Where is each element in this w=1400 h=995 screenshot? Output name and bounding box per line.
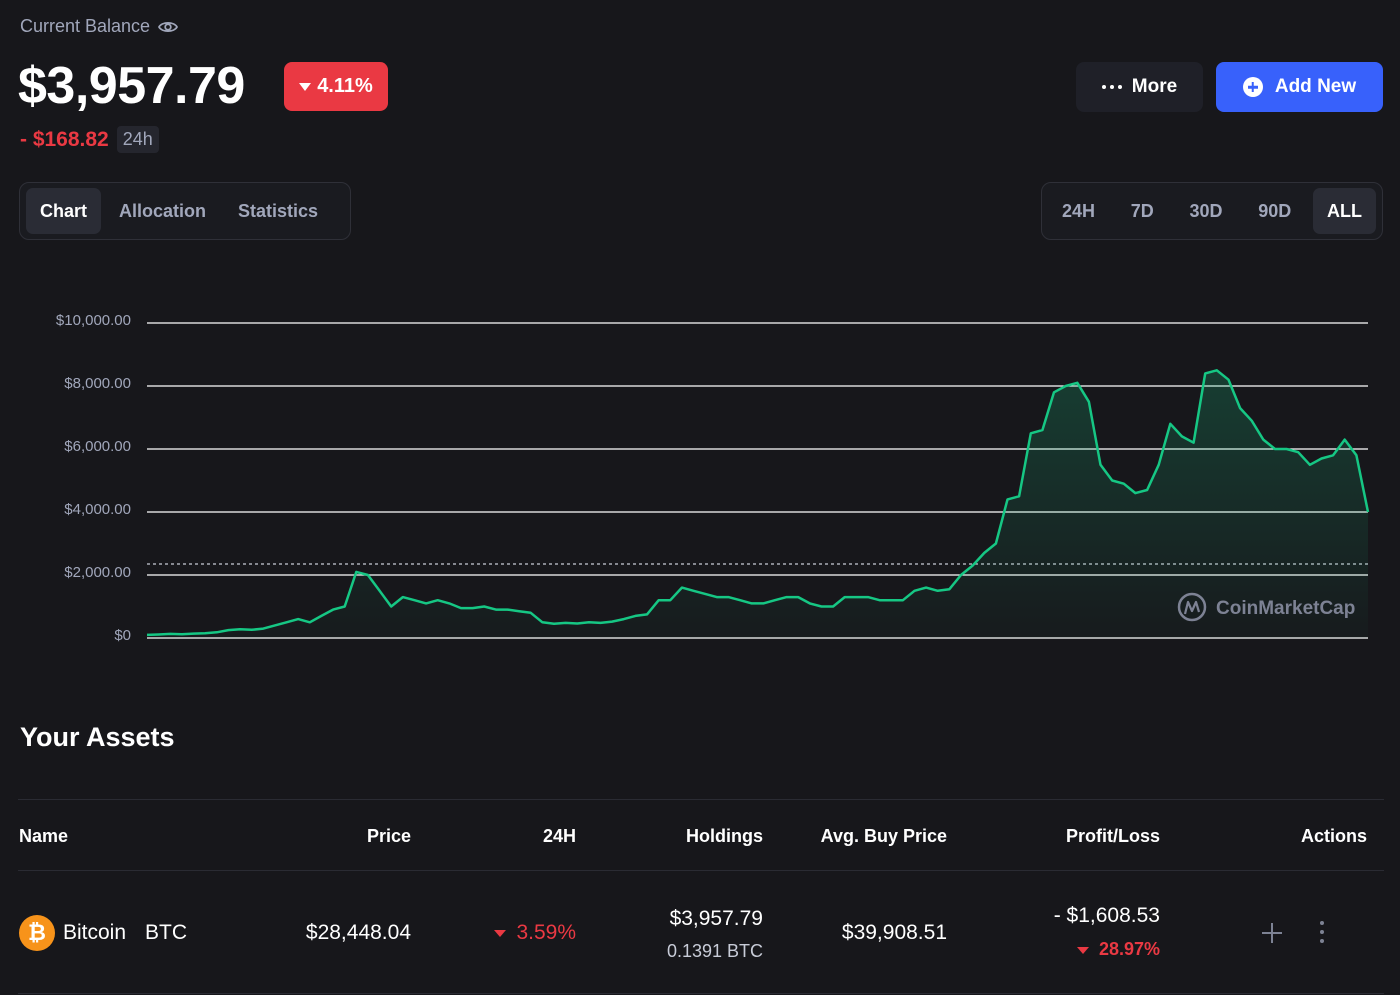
column-header-avg-buy-price[interactable]: Avg. Buy Price xyxy=(820,826,947,846)
coinmarketcap-logo-icon xyxy=(1177,592,1207,622)
caret-down-icon xyxy=(1076,946,1089,954)
profit-loss-value: - $1,608.53 xyxy=(1053,904,1160,927)
range-tab-30d[interactable]: 30D xyxy=(1189,200,1223,221)
range-tab-all[interactable]: ALL xyxy=(1312,188,1376,234)
asset-symbol: BTC xyxy=(145,921,187,944)
change-row: - $168.82 24h xyxy=(20,126,159,153)
tab-chart[interactable]: Chart xyxy=(26,188,102,234)
add-new-button[interactable]: Add New xyxy=(1216,62,1383,112)
change-percent: 4.11% xyxy=(317,75,373,97)
coinmarketcap-logo-mark xyxy=(1183,600,1201,615)
change-period: 24h xyxy=(116,126,159,153)
balance-label-row: Current Balance xyxy=(20,16,179,37)
balance-value: $3,957.79 xyxy=(18,57,245,115)
view-tabs: Chart Allocation Statistics xyxy=(19,182,351,240)
column-header-24h[interactable]: 24H xyxy=(542,826,576,846)
column-header-actions: Actions xyxy=(1300,826,1367,846)
avg-buy-price: $39,908.51 xyxy=(841,921,947,944)
tab-statistics[interactable]: Statistics xyxy=(238,200,319,221)
assets-table: Name Price 24H Holdings Avg. Buy Price P… xyxy=(18,799,1384,994)
plus-circle-icon xyxy=(1242,77,1263,97)
more-button[interactable]: More xyxy=(1076,62,1203,112)
add-new-label: Add New xyxy=(1274,76,1357,97)
balance-chart[interactable]: $10,000.00 $8,000.00 $6,000.00 $4,000.00 $2,… xyxy=(0,290,1400,660)
asset-price: $28,448.04 xyxy=(305,921,411,944)
profit-loss-percent-value: 28.97% xyxy=(1098,939,1160,959)
y-tick-label: $10,000.00 xyxy=(56,312,131,329)
assets-title: Your Assets xyxy=(20,722,175,752)
change-amount: - $168.82 xyxy=(20,127,109,151)
caret-down-icon xyxy=(494,929,507,937)
watermark-text: CoinMarketCap xyxy=(1216,598,1355,619)
tab-allocation[interactable]: Allocation xyxy=(119,200,207,221)
more-options-icon[interactable] xyxy=(1318,921,1326,943)
balance-label: Current Balance xyxy=(20,16,151,36)
y-tick-label: $2,000.00 xyxy=(64,564,131,581)
y-tick-label: $6,000.00 xyxy=(64,438,131,455)
coinmarketcap-watermark: CoinMarketCap xyxy=(1177,592,1355,622)
more-dots-icon xyxy=(1101,85,1122,89)
divider xyxy=(18,870,1384,871)
series-line xyxy=(146,369,1370,637)
table-header: Name Price 24H Holdings Avg. Buy Price P… xyxy=(18,800,1384,870)
add-transaction-icon[interactable] xyxy=(1262,923,1282,943)
range-tab-90d[interactable]: 90D xyxy=(1258,200,1292,221)
divider xyxy=(18,799,1384,800)
profit-loss-percent: 28.97% xyxy=(1076,939,1160,960)
more-label: More xyxy=(1131,76,1178,97)
y-tick-label: $0 xyxy=(114,627,131,644)
column-header-profit-loss[interactable]: Profit/Loss xyxy=(1065,826,1160,846)
eye-icon[interactable] xyxy=(158,20,179,34)
asset-change-24h: 3.59% xyxy=(494,921,576,945)
table-row[interactable]: ₿ Bitcoin BTC $28,448.04 3.59% $3,957.79… xyxy=(18,871,1384,993)
column-header-name[interactable]: Name xyxy=(19,826,69,846)
column-header-price[interactable]: Price xyxy=(366,826,411,846)
caret-down-icon xyxy=(299,82,312,91)
range-tab-24h[interactable]: 24H xyxy=(1062,200,1096,221)
column-header-holdings[interactable]: Holdings xyxy=(686,826,763,846)
change-percent-badge: 4.11% xyxy=(284,62,388,111)
y-tick-label: $4,000.00 xyxy=(64,501,131,518)
divider xyxy=(18,993,1384,994)
range-tab-7d[interactable]: 7D xyxy=(1130,200,1154,221)
range-tabs: 24H 7D 30D 90D ALL xyxy=(1041,182,1383,240)
holdings-value: $3,957.79 xyxy=(669,907,763,930)
y-tick-label: $8,000.00 xyxy=(64,375,131,392)
series-area xyxy=(147,370,1368,638)
holdings-amount: 0.1391 BTC xyxy=(666,941,763,961)
asset-change-24h-value: 3.59% xyxy=(516,921,576,944)
asset-name[interactable]: Bitcoin xyxy=(63,921,127,944)
bitcoin-icon: ₿ xyxy=(19,915,55,951)
